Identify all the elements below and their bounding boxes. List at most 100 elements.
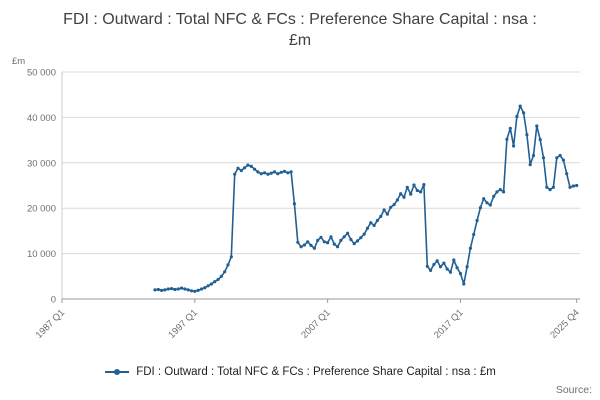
data-point [429, 268, 433, 272]
data-point [435, 258, 439, 263]
y-axis-unit-label: £m [12, 56, 25, 67]
data-point [266, 172, 270, 176]
data-point [269, 171, 273, 175]
data-point [170, 286, 174, 290]
data-point [462, 281, 466, 286]
data-point [372, 223, 376, 227]
data-point [545, 185, 549, 189]
data-point [316, 238, 320, 242]
series-line [154, 104, 578, 292]
data-point [282, 169, 287, 173]
data-point [362, 232, 366, 236]
data-point [253, 167, 257, 171]
data-point [193, 289, 197, 293]
data-point [422, 182, 426, 186]
data-point [405, 185, 409, 189]
data-point [432, 262, 436, 266]
data-point [485, 200, 489, 204]
data-point [329, 234, 333, 238]
data-point [233, 172, 237, 176]
data-point [412, 182, 416, 187]
data-point [206, 283, 210, 287]
data-point [153, 287, 157, 292]
data-point [455, 265, 459, 269]
data-point [166, 286, 170, 291]
data-point [209, 281, 213, 286]
data-point [492, 194, 496, 198]
data-point [452, 257, 456, 262]
data-point [409, 192, 413, 196]
y-tick-label: 30 000 [27, 158, 56, 169]
data-point [160, 288, 164, 292]
data-point [359, 235, 363, 239]
data-point [196, 288, 200, 292]
data-point [488, 202, 492, 207]
data-point [511, 143, 516, 148]
data-point [392, 202, 396, 206]
data-point [575, 183, 579, 187]
data-point [219, 274, 223, 278]
data-point [319, 235, 323, 239]
data-point [502, 189, 506, 194]
data-point [286, 170, 290, 174]
data-point [472, 232, 476, 236]
data-point [555, 155, 559, 159]
data-point [445, 266, 449, 271]
data-point [531, 153, 536, 157]
data-point [326, 240, 330, 244]
data-point [498, 187, 502, 191]
data-point [568, 185, 572, 189]
data-point [203, 285, 207, 289]
data-point [438, 264, 443, 268]
data-point [259, 171, 263, 175]
data-point [518, 104, 522, 108]
data-point [505, 137, 509, 141]
data-point [256, 169, 260, 174]
data-point [528, 162, 532, 166]
data-point [541, 155, 546, 159]
data-point [263, 170, 267, 174]
data-point [465, 264, 469, 268]
data-point [279, 170, 283, 174]
line-chart-canvas: 0 10 000 20 000 30 000 40 000 50 000£m 1987 Q1… [12, 56, 582, 341]
data-point [522, 110, 526, 115]
data-point [292, 201, 296, 205]
data-point [342, 234, 346, 238]
data-point [389, 205, 393, 209]
data-point [289, 169, 293, 174]
data-point [183, 286, 187, 291]
data-point [349, 237, 353, 241]
chart-title: FDI : Outward : Total NFC & FCs : Prefer… [63, 11, 537, 49]
data-point [272, 169, 277, 174]
data-point [339, 238, 343, 242]
data-point [352, 241, 356, 245]
data-point [425, 264, 429, 268]
data-point [346, 231, 350, 235]
series-markers [153, 104, 579, 293]
data-point [365, 226, 370, 230]
data-point [322, 239, 326, 243]
data-point [236, 166, 240, 170]
data-point [246, 163, 250, 167]
x-tick-label: 1997 Q1 [166, 307, 200, 341]
data-point [571, 183, 576, 188]
y-tick-label: 50 000 [27, 67, 56, 78]
data-point [299, 244, 303, 248]
data-point [399, 191, 403, 195]
data-point [306, 239, 310, 243]
data-point [213, 279, 217, 283]
data-point [355, 238, 360, 243]
data-point [156, 287, 160, 291]
data-point [478, 205, 482, 209]
y-tick-label: 40 000 [27, 112, 56, 123]
data-point [442, 261, 446, 265]
data-point [385, 212, 389, 216]
data-point [475, 218, 479, 222]
data-point [448, 270, 453, 274]
data-point [495, 189, 499, 194]
data-point [402, 195, 406, 199]
x-tick-label: 2017 Q1 [432, 307, 466, 341]
data-point [239, 168, 243, 172]
data-point [189, 288, 194, 292]
